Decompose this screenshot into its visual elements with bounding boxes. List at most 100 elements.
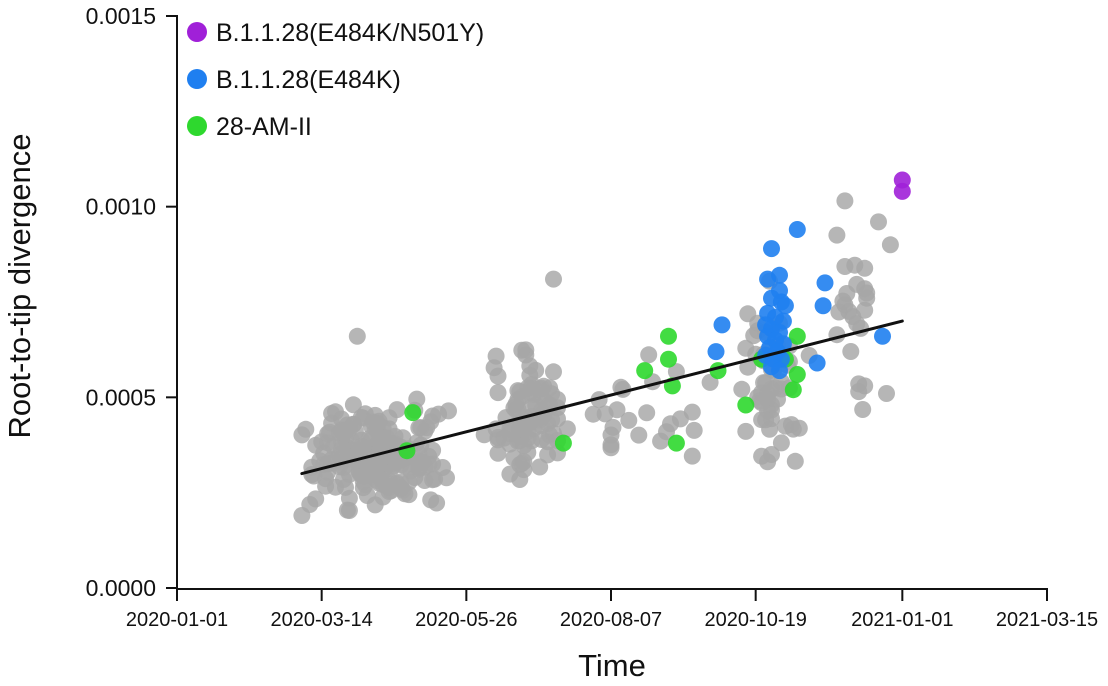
data-point	[352, 409, 370, 426]
data-point	[667, 434, 685, 452]
data-point	[630, 426, 648, 444]
data-point	[338, 501, 356, 519]
data-point	[620, 411, 638, 429]
data-point	[786, 452, 804, 470]
data-point	[638, 404, 656, 422]
data-point	[426, 470, 444, 488]
data-point	[358, 487, 376, 504]
data-point	[370, 412, 388, 430]
data-point	[293, 426, 311, 444]
data-point	[404, 404, 422, 422]
data-point	[640, 346, 658, 364]
data-point	[515, 437, 533, 455]
data-point	[319, 425, 337, 443]
data-point	[854, 401, 872, 418]
data-point	[893, 182, 911, 200]
x-tick-label: 2020-10-19	[705, 609, 807, 631]
data-point	[584, 405, 602, 423]
data-point	[856, 301, 874, 319]
data-point	[412, 419, 430, 437]
data-point	[515, 453, 533, 471]
data-point	[776, 417, 794, 435]
legend-label: 28-AM-II	[216, 113, 312, 141]
data-point	[737, 396, 755, 414]
x-tick-label: 2021-01-01	[851, 609, 953, 631]
data-point	[386, 427, 404, 445]
y-axis-title: Root-to-tip divergence	[2, 134, 37, 439]
data-point	[881, 236, 899, 254]
data-point	[846, 256, 864, 274]
data-point	[539, 446, 557, 464]
data-point	[519, 422, 537, 440]
legend-marker	[187, 116, 207, 136]
data-point	[519, 379, 537, 397]
data-point	[428, 494, 446, 512]
data-point	[808, 354, 826, 372]
data-point	[788, 327, 806, 345]
data-point	[513, 341, 531, 359]
data-point	[608, 401, 626, 419]
x-tick-label: 2020-08-07	[560, 609, 662, 631]
data-point	[662, 415, 679, 433]
data-point	[307, 436, 325, 454]
data-point	[344, 396, 362, 414]
y-tick-label: 0.0005	[86, 384, 156, 410]
x-tick-label: 2020-03-14	[271, 609, 373, 631]
data-point	[489, 444, 507, 462]
data-point	[509, 400, 527, 418]
data-point	[602, 439, 620, 457]
data-point	[788, 221, 806, 238]
y-tick-label: 0.0000	[86, 575, 156, 601]
data-point	[545, 270, 562, 288]
data-point	[683, 447, 701, 465]
data-point	[489, 384, 507, 402]
legend: B.1.1.28(E484K/N501Y) B.1.1.28(E484K) 28-A…	[187, 19, 484, 141]
x-tick-label: 2020-01-01	[126, 609, 228, 631]
data-point	[327, 478, 344, 496]
data-point	[489, 367, 507, 385]
data-point	[558, 420, 576, 438]
data-point	[660, 327, 677, 345]
data-point	[850, 383, 868, 401]
data-point	[487, 347, 505, 365]
data-point	[834, 292, 852, 310]
data-point	[554, 434, 572, 452]
x-axis-title: Time	[578, 648, 646, 683]
data-point	[737, 339, 755, 357]
data-point	[828, 226, 846, 244]
data-point	[707, 343, 725, 361]
data-point	[354, 467, 372, 485]
x-axis-ticks: 2020-01-01 2020-03-14 2020-05-26 2020-08-07…	[126, 589, 1098, 631]
data-point	[739, 358, 757, 376]
data-point	[511, 471, 529, 488]
y-tick-label: 0.0010	[86, 194, 156, 220]
data-point	[335, 423, 352, 441]
data-point	[737, 422, 755, 440]
x-tick-label: 2020-05-26	[415, 609, 517, 631]
data-point	[776, 297, 794, 315]
data-point	[771, 362, 788, 380]
data-point	[757, 411, 775, 429]
data-point	[836, 192, 854, 210]
data-point	[878, 385, 895, 402]
data-point	[870, 213, 887, 231]
trend-line	[300, 319, 904, 476]
background-points	[293, 192, 899, 524]
data-point	[772, 434, 790, 452]
data-point	[874, 327, 891, 345]
data-point	[753, 394, 771, 412]
data-point	[784, 381, 802, 399]
data-point	[531, 458, 549, 476]
data-point	[660, 350, 677, 368]
data-point	[400, 473, 418, 491]
data-point	[424, 441, 442, 459]
data-point	[759, 453, 777, 471]
data-point	[545, 363, 562, 381]
y-axis-ticks: 0.0000 0.0005 0.0010 0.0015	[86, 3, 177, 601]
data-point	[602, 426, 620, 444]
legend-label: B.1.1.28(E484K)	[216, 66, 401, 94]
data-point	[323, 405, 341, 422]
data-point	[842, 343, 860, 360]
data-point	[733, 380, 751, 398]
data-point	[408, 390, 426, 408]
